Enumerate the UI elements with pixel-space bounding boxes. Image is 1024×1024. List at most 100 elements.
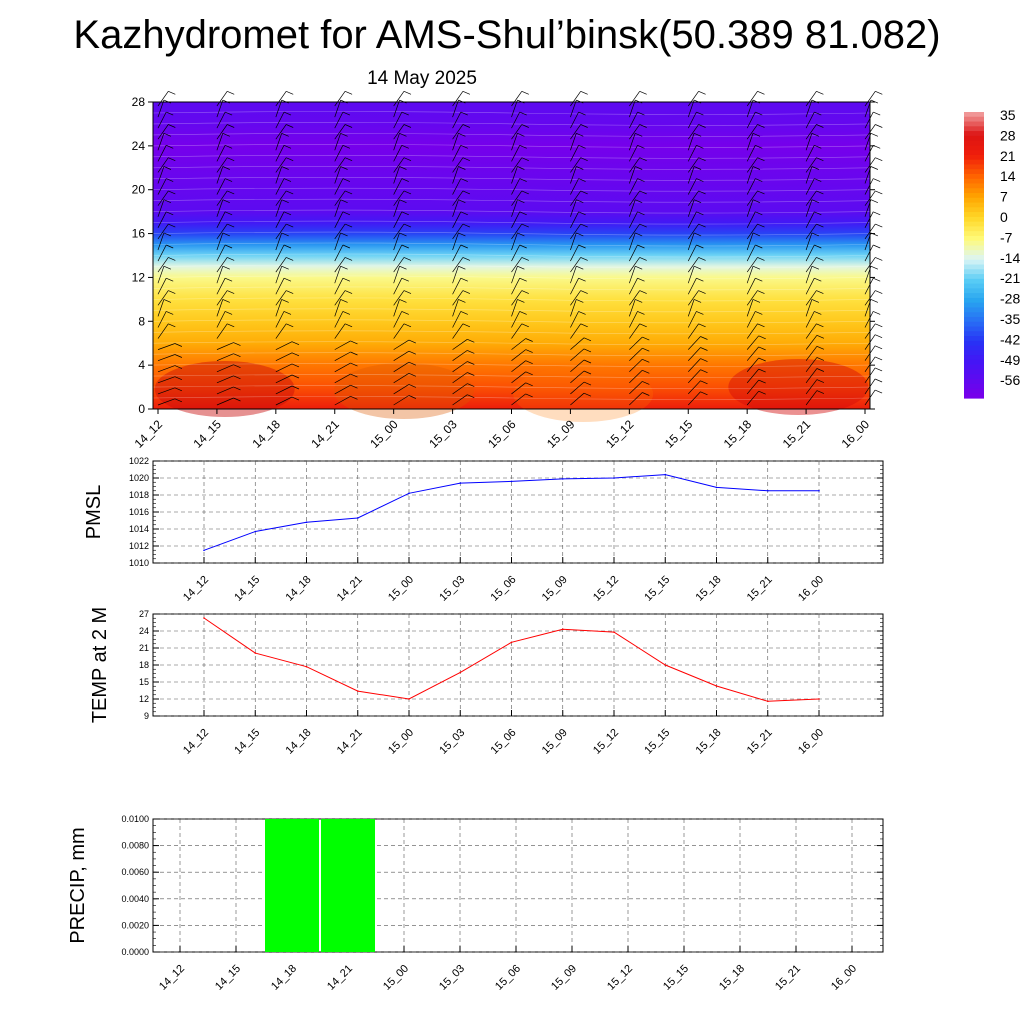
colorbar-segment (964, 340, 984, 347)
pmsl-panel-point (767, 490, 769, 492)
heatmap-ytick-label: 28 (132, 95, 146, 109)
wind-barb-flag (342, 244, 351, 249)
wind-barb-flag (816, 323, 824, 328)
wind-barb-flag (875, 257, 883, 261)
wind-barb (570, 257, 581, 273)
wind-barb (157, 299, 165, 317)
wind-barb-flag (458, 166, 466, 170)
xtick-label: 14_12 (181, 574, 211, 604)
pmsl-panel-point (459, 482, 462, 484)
wind-barb-flag (816, 334, 825, 339)
colorbar-segment (964, 302, 984, 309)
wind-barb-flag (224, 277, 233, 282)
wind-barb-flag (460, 277, 468, 282)
contour-line (152, 275, 871, 280)
colorbar-segment (964, 116, 984, 123)
wind-barb (334, 323, 346, 339)
wind-barb-flag (166, 311, 174, 315)
wind-barb-flag (698, 157, 706, 162)
xtick-label: 14_21 (325, 963, 355, 993)
wind-barb-flag (460, 178, 468, 182)
colorbar-segment (964, 121, 984, 127)
wind-barb (275, 166, 283, 184)
wind-barb (746, 111, 756, 129)
page-subtitle: 14 May 2025 (367, 68, 477, 89)
xtick-label: 14_12 (181, 727, 211, 757)
wind-barb (511, 211, 521, 228)
wind-barb (570, 178, 579, 195)
wind-barb-flag (755, 111, 763, 116)
wind-barb-flag (752, 166, 761, 170)
wind-barb-flag (870, 299, 879, 303)
wind-barb-flag (521, 190, 529, 195)
wind-barb-flag (166, 211, 174, 216)
wind-barb (570, 278, 579, 295)
colorbar-segment (964, 378, 984, 385)
ytick-label: 1014 (129, 524, 149, 534)
ytick-label: 24 (139, 626, 149, 636)
wind-barb (157, 257, 169, 273)
wind-barb-flag (227, 290, 235, 294)
wind-barb (275, 178, 285, 195)
wind-barb (334, 190, 346, 206)
wind-barb-flag (227, 157, 235, 162)
wind-barb-flag (576, 132, 584, 137)
wind-barb-flag (462, 290, 471, 294)
wind-barb-flag (814, 211, 822, 216)
wind-barb-flag (816, 357, 825, 361)
wind-barb (629, 99, 636, 118)
wind-barb (511, 223, 523, 240)
wind-barb (629, 359, 643, 373)
wind-barb (687, 347, 701, 361)
wind-barb-flag (873, 244, 881, 249)
wind-barb-flag (758, 390, 766, 395)
wind-barb (570, 311, 579, 328)
wind-barb-flag (814, 244, 822, 249)
wind-barb-flag (224, 211, 233, 216)
wind-barb (393, 361, 410, 373)
wind-barb-flag (467, 383, 475, 387)
wind-barb (334, 232, 341, 251)
heatmap-ytick-label: 0 (138, 402, 145, 416)
wind-barb (805, 223, 817, 240)
wind-barb-flag (698, 257, 706, 261)
wind-barb-flag (227, 323, 235, 328)
wind-barb (629, 311, 638, 328)
wind-barb (864, 211, 874, 228)
xtick-label: 15_12 (605, 963, 635, 993)
wind-barb-flag (408, 361, 417, 366)
wind-barb-flag (291, 374, 300, 379)
wind-barb-flag (224, 111, 233, 116)
wind-barb-flag (350, 351, 358, 356)
wind-barb-flag (755, 211, 763, 216)
wind-barb (275, 223, 287, 240)
wind-barb-flag (168, 323, 176, 328)
wind-barb (216, 178, 226, 195)
wind-barb (157, 178, 167, 195)
wind-barb (687, 323, 699, 339)
wind-barb (746, 323, 758, 339)
wind-barb (805, 299, 813, 317)
wind-barb (805, 178, 815, 195)
xtick-label: 14_21 (335, 727, 365, 757)
wind-barb (275, 374, 293, 384)
wind-barb-flag (874, 378, 883, 383)
wind-barb-flag (403, 257, 412, 261)
wind-barb (746, 311, 756, 328)
wind-barb-flag (870, 166, 879, 170)
wind-barb (687, 133, 695, 151)
wind-barb-flag (222, 199, 230, 204)
colorbar-segment (964, 235, 984, 242)
wind-barb (629, 290, 640, 306)
xtick-label: 14_18 (269, 963, 299, 993)
wind-barb-flag (757, 90, 765, 95)
xtick-label: 15_15 (642, 727, 672, 757)
wind-barb-flag (233, 353, 241, 358)
wind-barb-flag (286, 257, 294, 261)
wind-barb-flag (281, 265, 289, 270)
wind-barb (687, 145, 697, 162)
wind-barb (334, 384, 351, 395)
wind-barb (393, 384, 410, 395)
wind-barb (157, 266, 165, 284)
wind-barb (805, 290, 817, 306)
